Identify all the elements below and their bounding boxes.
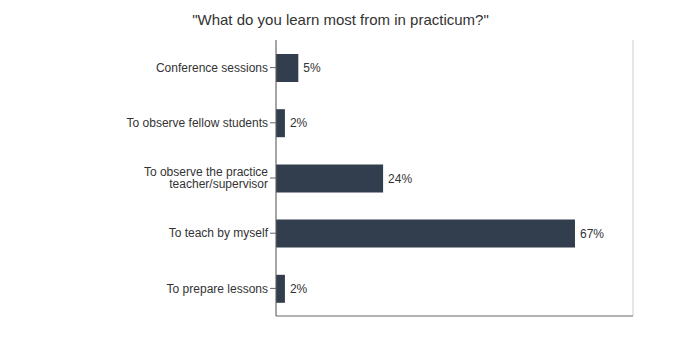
svg-text:To observe the practiceteacher: To observe the practiceteacher/superviso…	[144, 165, 268, 191]
svg-text:2%: 2%	[290, 282, 308, 296]
svg-text:Conference sessions: Conference sessions	[156, 61, 268, 75]
svg-text:2%: 2%	[290, 116, 308, 130]
svg-text:24%: 24%	[388, 172, 412, 186]
svg-text:5%: 5%	[303, 61, 321, 75]
svg-text:To prepare lessons: To prepare lessons	[167, 282, 268, 296]
html-text:"What do you learn most from i: "What do you learn most from in practicu…	[192, 11, 489, 28]
svg-text:To observe fellow students: To observe fellow students	[127, 116, 268, 130]
svg-text:To teach by myself: To teach by myself	[169, 226, 269, 240]
svg-text:67%: 67%	[580, 227, 604, 241]
